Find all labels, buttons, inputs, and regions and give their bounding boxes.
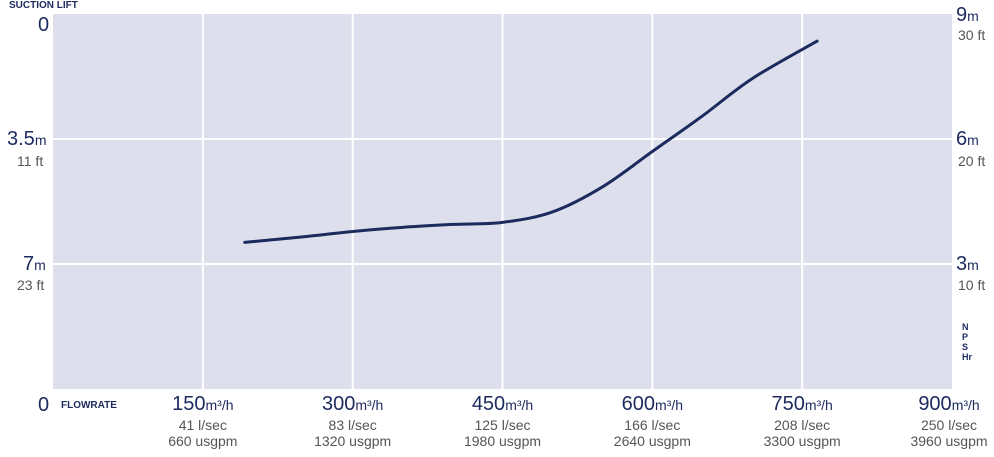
x-tick-usgpm: 3960 usgpm (910, 433, 988, 449)
x-origin-label: 0 (38, 394, 50, 416)
x-tick-unit: m³/h (355, 397, 384, 413)
x-tick-unit: m³/h (205, 397, 234, 413)
left-tick-1-sub: 11 ft (17, 153, 44, 169)
x-tick-value: 750m³/h (757, 393, 847, 417)
right-axis-title: NPSHr (962, 322, 973, 362)
x-tick-value: 300m³/h (308, 393, 398, 417)
x-tick-usgpm: 2640 usgpm (613, 433, 691, 449)
x-axis-title: FLOWRATE (61, 400, 117, 411)
x-tick-number: 750 (771, 393, 805, 415)
x-tick-lsec: 250 l/sec (920, 417, 978, 433)
x-tick-2: 450m³/h 125 l/sec 1980 usgpm (458, 393, 548, 449)
npshr-curve-0 (243, 39, 819, 244)
x-tick-5: 900m³/h 250 l/sec 3960 usgpm (904, 393, 994, 449)
right-tick-0-sub: 30 ft (958, 27, 986, 43)
left-tick-0: 0 (38, 14, 50, 36)
x-tick-3: 600m³/h 166 l/sec 2640 usgpm (607, 393, 697, 449)
left-axis-title: SUCTION LIFT (9, 0, 78, 11)
right-tick-0: 9m (956, 4, 979, 26)
x-tick-number: 900 (918, 393, 952, 415)
x-tick-usgpm: 660 usgpm (168, 433, 238, 449)
x-tick-value: 450m³/h (458, 393, 548, 417)
x-tick-4: 750m³/h 208 l/sec 3300 usgpm (757, 393, 847, 449)
left-tick-2-sub: 23 ft (17, 277, 45, 293)
x-tick-lsec: 125 l/sec (474, 417, 531, 433)
right-tick-1: 6m (956, 128, 979, 150)
x-tick-number: 150 (172, 393, 206, 415)
x-tick-usgpm: 1320 usgpm (314, 433, 392, 449)
x-tick-number: 600 (621, 393, 656, 415)
right-tick-1-sub: 20 ft (958, 153, 986, 169)
right-tick-2-sub: 10 ft (958, 277, 986, 293)
x-tick-1: 300m³/h 83 l/sec 1320 usgpm (308, 393, 398, 449)
x-tick-unit: m³/h (505, 397, 534, 413)
x-tick-lsec: 166 l/sec (624, 417, 681, 433)
x-tick-lsec: 83 l/sec (328, 417, 377, 433)
x-tick-value: 900m³/h (904, 393, 994, 417)
x-tick-value: 600m³/h (607, 393, 697, 417)
x-tick-value: 150m³/h (158, 393, 248, 417)
x-tick-number: 450 (471, 393, 506, 415)
left-tick-2: 7m (23, 253, 46, 275)
x-tick-unit: m³/h (655, 397, 684, 413)
x-tick-usgpm: 1980 usgpm (463, 433, 542, 449)
x-tick-unit: m³/h (804, 397, 833, 413)
x-tick-unit: m³/h (951, 397, 980, 413)
x-tick-lsec: 208 l/sec (774, 417, 831, 433)
x-tick-lsec: 41 l/sec (178, 417, 227, 433)
x-tick-number: 300 (321, 393, 356, 415)
right-tick-2: 3m (956, 253, 979, 275)
left-tick-1: 3.5m (7, 128, 47, 150)
x-tick-usgpm: 3300 usgpm (763, 433, 841, 449)
x-tick-0: 150m³/h 41 l/sec 660 usgpm (158, 393, 248, 449)
